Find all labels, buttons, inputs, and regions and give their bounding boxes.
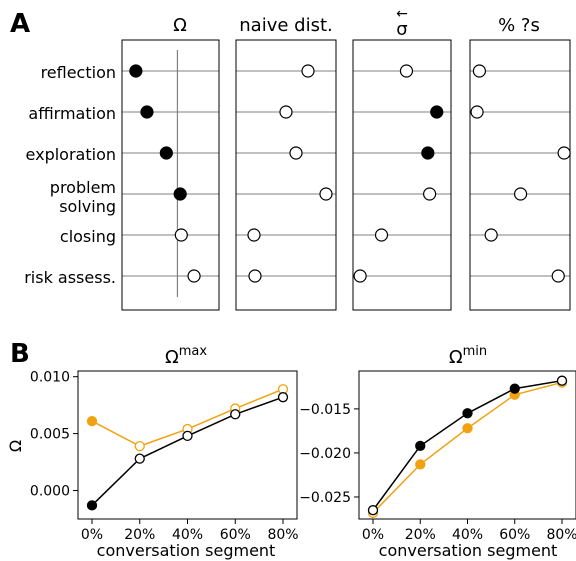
- data-point: [187, 269, 201, 283]
- data-point: [279, 105, 293, 119]
- chart-title-omega-min: Ωmin: [449, 344, 487, 368]
- dot-subplot: [469, 39, 571, 311]
- series-point: [556, 375, 568, 386]
- series-point: [462, 423, 473, 434]
- subplot-frame: [235, 39, 337, 311]
- subplot-frame: [121, 39, 220, 311]
- data-point: [174, 228, 188, 242]
- data-point: [289, 146, 303, 160]
- series-point: [415, 440, 426, 452]
- data-point: [301, 64, 315, 78]
- x-tick-label: 80%: [546, 527, 576, 543]
- subplot-title-sigma: σ: [396, 19, 407, 40]
- series-point: [86, 500, 98, 511]
- series-point: [462, 408, 473, 419]
- data-point: [551, 269, 565, 283]
- y-tick-label: 0.005: [30, 427, 70, 443]
- x-axis-label-min: conversation segment: [379, 541, 558, 560]
- y-tick-label: −0.015: [299, 402, 351, 418]
- series-line: [372, 381, 563, 514]
- x-tick-label: 20%: [405, 527, 436, 543]
- y-tick-label: 0.000: [30, 484, 70, 500]
- series-point: [86, 415, 98, 427]
- subplot-title-naive-dist: naive dist.: [239, 15, 332, 36]
- x-tick-label: 60%: [499, 527, 530, 543]
- category-label: closing: [60, 227, 116, 246]
- dot-subplot: [235, 39, 337, 311]
- category-label-line: solving: [59, 197, 116, 216]
- data-point: [374, 228, 389, 242]
- subplot-title-pct-questions: % ?s: [498, 15, 540, 36]
- dot-subplot: [352, 39, 452, 311]
- series-line: [372, 379, 563, 511]
- data-point: [159, 146, 173, 160]
- data-point: [421, 146, 435, 160]
- category-label: reflection: [41, 63, 116, 82]
- chart-frame: [77, 370, 298, 520]
- panel-a-dot-plots: reflection affirmation exploration probl…: [24, 6, 571, 311]
- series-point: [134, 440, 145, 452]
- chart-title-omega-max-sup: max: [179, 344, 208, 359]
- chart-frame: [358, 370, 576, 520]
- y-tick-label: 0.010: [30, 370, 70, 386]
- category-label: affirmation: [28, 104, 116, 123]
- x-axis-label-max: conversation segment: [97, 541, 276, 560]
- y-axis-label-omega: Ω: [6, 440, 25, 452]
- chart-title-omega-min-base: Ω: [449, 347, 463, 368]
- data-point: [470, 105, 484, 119]
- data-point: [513, 187, 528, 201]
- data-point: [472, 64, 487, 78]
- category-label: risk assess.: [24, 268, 116, 287]
- panel-label-b: B: [10, 339, 30, 369]
- data-point: [557, 146, 571, 160]
- category-labels: reflection affirmation exploration probl…: [24, 63, 116, 287]
- series-point: [367, 505, 379, 516]
- data-point: [129, 64, 143, 78]
- category-label: problem solving: [50, 178, 116, 216]
- series-point: [277, 392, 289, 403]
- series-point: [182, 430, 193, 442]
- x-tick-label: 0%: [81, 527, 103, 543]
- category-label-line: problem: [50, 178, 116, 197]
- subplot-title-omega: Ω: [173, 15, 187, 36]
- category-label: exploration: [26, 145, 116, 164]
- data-point: [399, 64, 414, 78]
- subplot-frame: [469, 39, 571, 311]
- x-tick-label: 0%: [362, 527, 384, 543]
- chart-title-omega-max-base: Ω: [165, 347, 179, 368]
- x-tick-label: 40%: [172, 527, 203, 543]
- data-point: [247, 228, 261, 242]
- y-tick-label: −0.020: [299, 446, 351, 462]
- chart-title-omega-max: Ωmax: [165, 344, 207, 368]
- series-point: [230, 409, 241, 420]
- series-point: [509, 383, 520, 394]
- line-chart: 0.000 0.005 0.010 0% 20% 40% 60% 80%: [30, 370, 299, 543]
- series-line: [91, 396, 284, 506]
- line-chart: −0.025 −0.020 −0.015 0% 20% 40% 60% 80%: [299, 370, 576, 543]
- data-point: [353, 269, 367, 283]
- subplot-frame: [352, 39, 452, 311]
- series-point: [415, 459, 426, 470]
- panel-b-line-charts: Ωmax Ωmin conversation segment conversat…: [6, 344, 576, 560]
- data-point: [430, 105, 444, 119]
- panel-label-a: A: [10, 9, 30, 39]
- x-tick-label: 80%: [267, 527, 298, 543]
- series-point: [134, 453, 145, 464]
- y-tick-label: −0.025: [299, 490, 351, 506]
- subplot-title-sigma-arrow: ←: [396, 6, 408, 22]
- x-tick-label: 40%: [452, 527, 483, 543]
- data-point: [319, 187, 333, 201]
- x-tick-label: 20%: [124, 527, 155, 543]
- data-point: [248, 269, 262, 283]
- x-tick-label: 60%: [220, 527, 251, 543]
- data-point: [484, 228, 498, 242]
- data-point: [423, 187, 437, 201]
- data-point: [140, 105, 154, 119]
- chart-title-omega-min-sup: min: [463, 344, 488, 359]
- dot-subplot: [121, 39, 220, 311]
- data-point: [173, 187, 187, 201]
